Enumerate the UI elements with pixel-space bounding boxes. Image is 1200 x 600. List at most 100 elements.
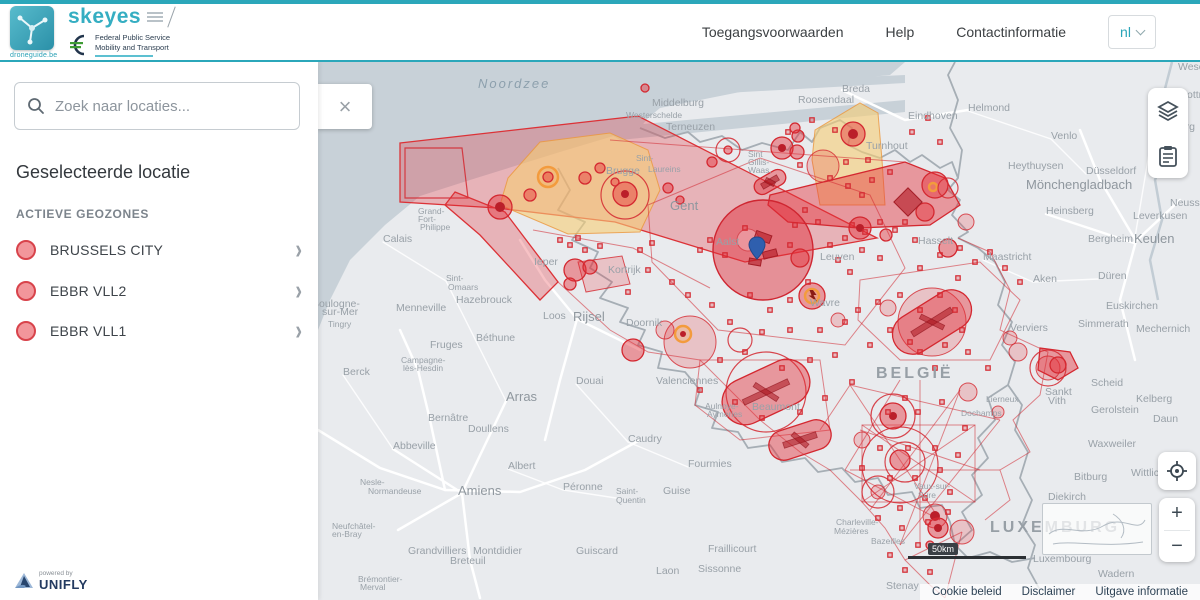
svg-text:Gent: Gent (670, 198, 699, 213)
svg-text:Verviers: Verviers (1010, 322, 1048, 334)
svg-text:Omaars: Omaars (448, 282, 478, 292)
svg-text:Turnhout: Turnhout (866, 140, 908, 152)
svg-text:Doullens: Doullens (468, 423, 509, 435)
nav-help[interactable]: Help (885, 24, 915, 40)
svg-text:BELGIË: BELGIË (876, 364, 954, 382)
close-panel-button[interactable]: × (318, 84, 372, 129)
svg-text:Valenciennes: Valenciennes (656, 375, 718, 387)
overview-minimap[interactable] (1042, 503, 1152, 555)
svg-text:Düsseldorf: Düsseldorf (1086, 165, 1136, 177)
chevron-right-icon: › (295, 234, 302, 266)
svg-text:Sint: Sint (748, 149, 763, 159)
unifly-triangle-icon (15, 573, 33, 588)
release-info-link[interactable]: Uitgave informatie (1095, 586, 1188, 598)
svg-text:Quentin: Quentin (616, 495, 646, 505)
svg-text:Béthune: Béthune (476, 332, 515, 344)
zoom-controls: + − (1159, 498, 1195, 562)
svg-text:Mechernich: Mechernich (1136, 323, 1190, 335)
svg-text:Berck: Berck (343, 366, 371, 378)
svg-text:Simmerath: Simmerath (1078, 318, 1129, 330)
svg-text:Loos: Loos (543, 310, 566, 322)
search-input[interactable] (55, 97, 287, 115)
geozone-status-icon (16, 321, 36, 341)
scale-line (908, 556, 1026, 559)
map-footer: Cookie beleid Disclaimer Uitgave informa… (919, 584, 1200, 600)
svg-text:Laon: Laon (656, 565, 680, 577)
checklist-icon[interactable] (1158, 145, 1178, 167)
svg-text:Heinsberg: Heinsberg (1046, 205, 1094, 217)
svg-text:Bergheim: Bergheim (1088, 233, 1133, 245)
geolocate-icon (1167, 461, 1187, 481)
svg-text:Laureins: Laureins (648, 164, 681, 174)
svg-text:Douai: Douai (576, 375, 603, 387)
svg-text:Rijsel: Rijsel (573, 309, 605, 324)
svg-text:Noordzee: Noordzee (478, 76, 550, 91)
nav-contactinformatie[interactable]: Contactinformatie (956, 24, 1066, 40)
svg-text:Calais: Calais (383, 233, 412, 245)
svg-text:Vith: Vith (1048, 395, 1066, 407)
svg-text:Grandvilliers: Grandvilliers (408, 545, 466, 557)
geozone-item-ebbr-vll2[interactable]: EBBR VLL2 › (0, 271, 318, 311)
map-tools-panel (1148, 88, 1188, 178)
svg-text:Bazeilles: Bazeilles (871, 536, 905, 546)
language-value: nl (1120, 24, 1131, 40)
zoom-in-button[interactable]: + (1171, 502, 1183, 525)
svg-text:sur-Mer: sur-Mer (322, 306, 359, 318)
fps-line2: Mobility and Transport (95, 43, 169, 52)
svg-text:Brugge: Brugge (606, 165, 640, 177)
skeyes-tagline (147, 12, 164, 22)
geozone-label: EBBR VLL2 (50, 283, 127, 299)
main-nav: Toegangsvoorwaarden Help Contactinformat… (702, 15, 1200, 49)
nav-toegangsvoorwaarden[interactable]: Toegangsvoorwaarden (701, 24, 844, 40)
map-labels: Noordzee MiddelburgWesterscheldeTerneuzen… (318, 62, 1200, 592)
svg-text:Aymeries: Aymeries (707, 409, 742, 419)
unifly-label: UNIFLY (39, 577, 88, 592)
svg-text:Grand-: Grand- (418, 206, 445, 216)
svg-text:Venlo: Venlo (1051, 130, 1077, 142)
layers-icon[interactable] (1157, 100, 1179, 122)
svg-text:lès-Hesdin: lès-Hesdin (403, 363, 443, 373)
geozone-label: EBBR VLL1 (50, 323, 127, 339)
svg-text:Caudry: Caudry (628, 433, 663, 445)
svg-text:Eindhoven: Eindhoven (908, 110, 958, 122)
svg-text:Terneuzen: Terneuzen (666, 121, 715, 133)
svg-text:Brémontier-: Brémontier- (358, 574, 403, 584)
search-box[interactable] (14, 82, 300, 130)
svg-text:Fruges: Fruges (430, 339, 463, 351)
geozone-item-ebbr-vll1[interactable]: EBBR VLL1 › (0, 311, 318, 351)
svg-text:Mönchengladbach: Mönchengladbach (1026, 177, 1132, 192)
svg-text:Waas.: Waas. (748, 165, 772, 175)
brand-area: droneguide.be skeyes Federal Public Serv… (0, 5, 176, 59)
hazard-bolt-icon (808, 290, 817, 302)
svg-text:Düren: Düren (1098, 270, 1127, 282)
chevron-right-icon: › (295, 275, 302, 307)
svg-text:Fourmies: Fourmies (688, 458, 732, 470)
divider (1164, 529, 1190, 531)
minimap-outline (1048, 513, 1146, 545)
zoom-out-button[interactable]: − (1171, 534, 1183, 557)
svg-text:Helmond: Helmond (968, 102, 1010, 114)
svg-text:Leuven: Leuven (820, 251, 855, 263)
svg-text:Nesle-: Nesle- (360, 477, 385, 487)
map-geozones[interactable] (399, 83, 1079, 599)
svg-text:en-Bray: en-Bray (332, 529, 363, 539)
svg-text:Albert: Albert (508, 460, 536, 472)
droneguide-logo-text: droneguide.be (10, 52, 58, 59)
svg-text:Wesel: Wesel (1178, 62, 1200, 73)
map-canvas[interactable]: Noordzee MiddelburgWesterscheldeTerneuzen… (318, 62, 1200, 600)
svg-text:Stenay: Stenay (886, 580, 919, 592)
cookie-policy-link[interactable]: Cookie beleid (931, 586, 1002, 598)
geozone-item-brussels-city[interactable]: BRUSSELS CITY › (0, 230, 318, 270)
svg-text:Wavre: Wavre (810, 297, 840, 309)
svg-text:Mézières: Mézières (834, 526, 868, 536)
language-selector[interactable]: nl (1108, 15, 1156, 49)
svg-text:Lierneux: Lierneux (986, 394, 1019, 404)
svg-text:Doornik: Doornik (626, 317, 663, 329)
disclaimer-link[interactable]: Disclaimer (1021, 586, 1076, 598)
geolocate-button[interactable] (1158, 452, 1196, 490)
fps-line1: Federal Public Service (95, 33, 171, 43)
svg-text:Bernâtre: Bernâtre (428, 412, 468, 424)
svg-text:Menneville: Menneville (396, 302, 446, 314)
map-container[interactable]: Noordzee Middelburg Westerschelde Terneuzen… (318, 62, 1200, 600)
active-geozones-title: ACTIEVE GEOZONES (16, 207, 149, 221)
